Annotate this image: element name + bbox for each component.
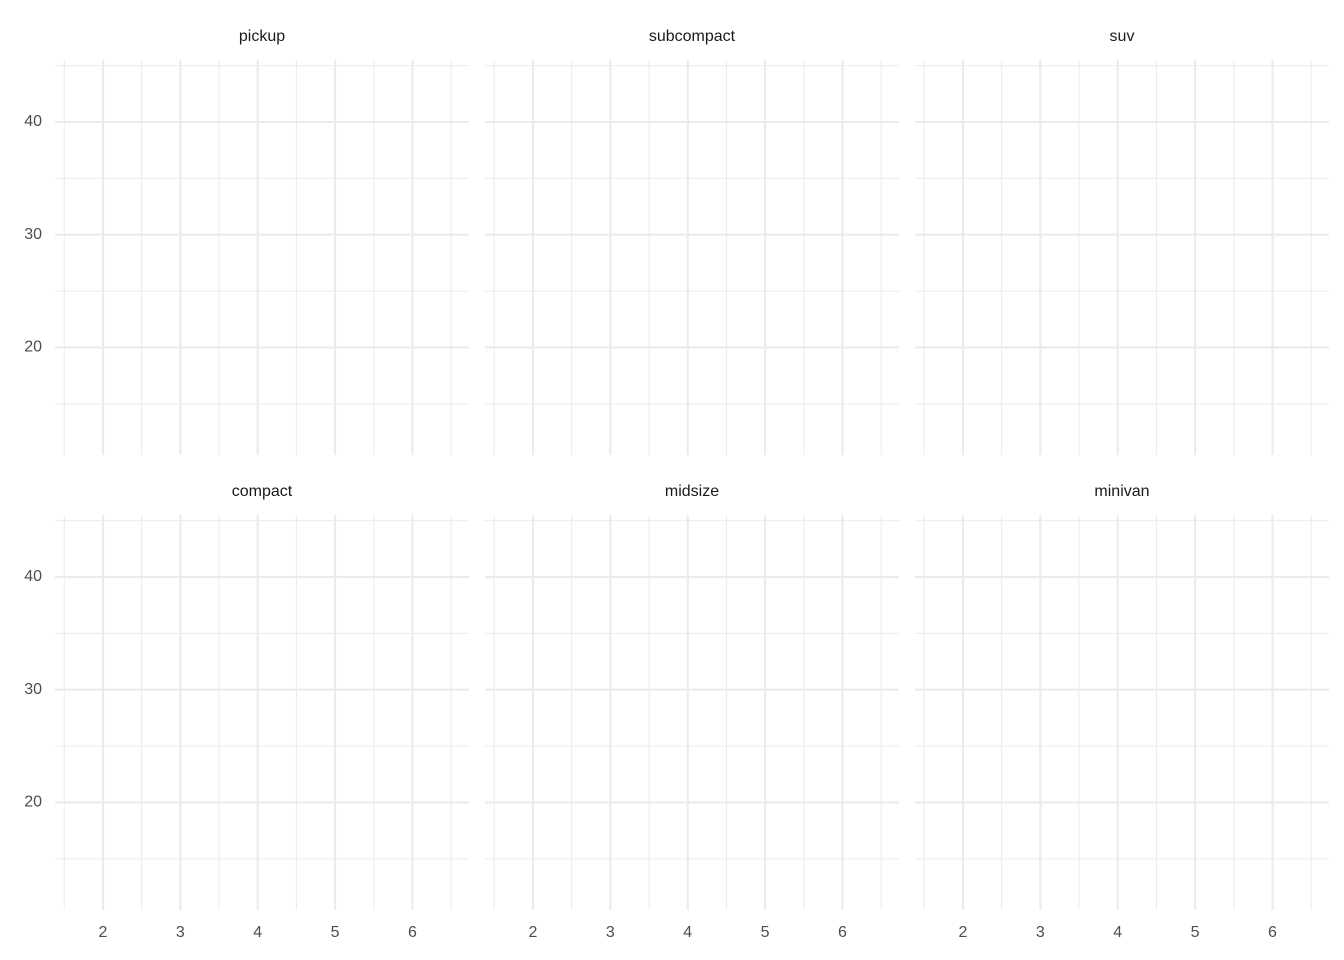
facet-title: pickup bbox=[239, 28, 285, 45]
facet-title: suv bbox=[1110, 28, 1135, 45]
facet-title: midsize bbox=[665, 483, 719, 500]
y-tick-label: 40 bbox=[24, 113, 42, 130]
x-tick-label: 3 bbox=[1036, 924, 1045, 941]
x-tick-label: 2 bbox=[99, 924, 108, 941]
y-tick-label: 30 bbox=[24, 226, 42, 243]
facet-title: compact bbox=[232, 483, 293, 500]
x-tick-label: 6 bbox=[408, 924, 417, 941]
y-tick-label: 40 bbox=[24, 568, 42, 585]
x-tick-label: 5 bbox=[331, 924, 340, 941]
x-tick-label: 3 bbox=[606, 924, 615, 941]
x-tick-label: 5 bbox=[761, 924, 770, 941]
x-tick-label: 6 bbox=[1268, 924, 1277, 941]
x-tick-label: 2 bbox=[529, 924, 538, 941]
y-tick-label: 20 bbox=[24, 794, 42, 811]
facet-title: subcompact bbox=[649, 28, 736, 45]
x-tick-label: 2 bbox=[959, 924, 968, 941]
x-tick-label: 3 bbox=[176, 924, 185, 941]
x-tick-label: 4 bbox=[683, 924, 692, 941]
x-tick-label: 4 bbox=[1113, 924, 1122, 941]
y-tick-label: 20 bbox=[24, 339, 42, 356]
y-tick-label: 30 bbox=[24, 681, 42, 698]
x-tick-label: 6 bbox=[838, 924, 847, 941]
x-tick-label: 5 bbox=[1191, 924, 1200, 941]
x-tick-label: 4 bbox=[253, 924, 262, 941]
facet-title: minivan bbox=[1094, 483, 1149, 500]
